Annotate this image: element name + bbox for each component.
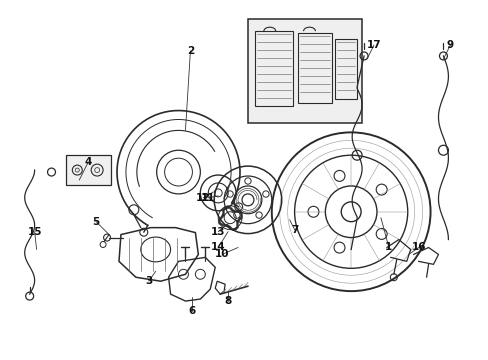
Point xyxy=(215,218,223,224)
Text: 10: 10 xyxy=(215,249,229,260)
Point xyxy=(219,211,226,217)
Point xyxy=(235,208,243,214)
Text: 14: 14 xyxy=(210,243,225,252)
Text: 5: 5 xyxy=(92,217,100,227)
Text: 11: 11 xyxy=(201,193,215,203)
Point xyxy=(221,222,229,228)
Point xyxy=(230,226,238,231)
Point xyxy=(228,226,236,232)
Text: 7: 7 xyxy=(290,225,298,235)
Point xyxy=(236,210,244,215)
Point xyxy=(229,207,237,213)
Text: 3: 3 xyxy=(145,276,152,286)
Text: 15: 15 xyxy=(27,226,42,237)
Point xyxy=(232,225,240,230)
Point xyxy=(234,217,242,222)
Point xyxy=(237,210,244,216)
Point xyxy=(226,206,234,211)
Point xyxy=(228,207,236,213)
Point xyxy=(227,226,235,231)
Point xyxy=(218,213,225,219)
Point xyxy=(232,208,240,213)
Text: 8: 8 xyxy=(224,296,231,306)
Point xyxy=(229,208,237,213)
Point xyxy=(232,223,240,229)
Point xyxy=(229,226,237,232)
Text: 6: 6 xyxy=(188,306,196,316)
Point xyxy=(219,222,227,228)
Point xyxy=(220,222,228,228)
Point xyxy=(225,224,233,230)
Point xyxy=(236,209,244,215)
Point xyxy=(215,219,223,225)
Point xyxy=(233,220,241,226)
Text: 16: 16 xyxy=(410,243,425,252)
Text: 17: 17 xyxy=(366,40,381,50)
Point xyxy=(233,222,241,228)
Point xyxy=(235,216,243,221)
Point xyxy=(223,222,231,228)
Point xyxy=(220,205,227,211)
Point xyxy=(237,211,245,217)
Point xyxy=(219,206,227,212)
Point xyxy=(217,214,224,220)
Point xyxy=(236,214,244,220)
Point xyxy=(223,204,230,210)
Point xyxy=(232,224,240,230)
Point xyxy=(215,216,223,222)
Point xyxy=(227,207,235,212)
Point xyxy=(218,212,226,218)
Point xyxy=(216,215,224,221)
Point xyxy=(233,218,241,224)
Text: 12: 12 xyxy=(196,193,210,203)
Point xyxy=(215,220,223,226)
Point xyxy=(216,221,224,226)
Point xyxy=(219,210,226,216)
Point xyxy=(237,213,244,219)
Point xyxy=(224,204,231,210)
Text: 4: 4 xyxy=(84,157,92,167)
Point xyxy=(225,225,233,230)
Point xyxy=(218,222,226,228)
Point xyxy=(219,208,226,214)
Point xyxy=(222,204,230,210)
Point xyxy=(231,208,239,213)
Point xyxy=(227,206,235,212)
Point xyxy=(236,215,244,221)
Point xyxy=(219,207,226,213)
Point xyxy=(233,219,241,225)
Point xyxy=(231,225,239,231)
Point xyxy=(215,217,223,223)
Bar xyxy=(66,155,111,185)
Point xyxy=(226,225,234,231)
Point xyxy=(225,205,233,211)
Point xyxy=(216,221,224,227)
Point xyxy=(223,222,230,228)
Point xyxy=(221,204,229,210)
Point xyxy=(233,221,241,227)
Text: 1: 1 xyxy=(385,243,392,252)
Point xyxy=(219,211,226,217)
Point xyxy=(216,215,224,220)
Text: 2: 2 xyxy=(186,46,194,56)
Point xyxy=(233,217,241,223)
Point xyxy=(230,208,238,213)
Point xyxy=(220,204,228,210)
Point xyxy=(224,223,231,229)
Point xyxy=(219,209,226,215)
Point xyxy=(234,208,242,214)
Point xyxy=(217,221,225,227)
Point xyxy=(218,213,226,219)
Point xyxy=(236,215,244,221)
Point xyxy=(234,216,242,222)
Bar xyxy=(247,19,361,123)
Point xyxy=(233,208,241,213)
Point xyxy=(237,212,245,218)
Point xyxy=(222,222,230,228)
Text: 13: 13 xyxy=(210,226,225,237)
Point xyxy=(224,204,232,210)
Point xyxy=(224,223,232,229)
Text: 9: 9 xyxy=(446,40,453,50)
Point xyxy=(233,219,241,224)
